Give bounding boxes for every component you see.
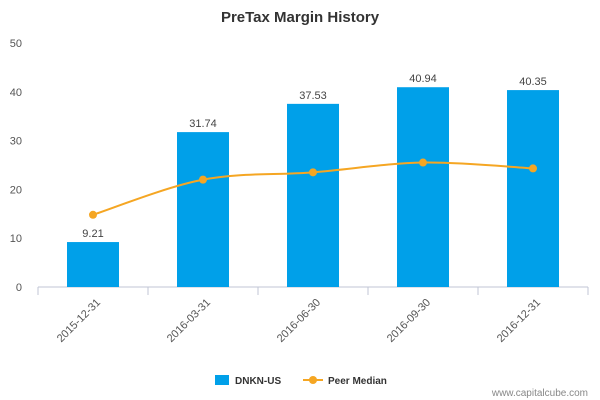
bar-data-label: 40.35	[519, 76, 547, 88]
y-tick-label: 40	[10, 87, 22, 99]
y-tick-label: 30	[10, 136, 22, 148]
line-series	[89, 158, 537, 219]
peer-median-point	[309, 168, 317, 177]
legend-label-peer-median: Peer Median	[328, 376, 387, 387]
legend-label-dnkn: DNKN-US	[235, 376, 281, 387]
legend: DNKN-US Peer Median	[215, 375, 387, 387]
bar-data-label: 40.94	[409, 73, 437, 85]
legend-swatch-dnkn	[215, 375, 229, 385]
x-tick-label: 2016-09-30	[385, 297, 433, 345]
bar-series	[67, 87, 559, 287]
data-labels: 9.21 31.74 37.53 40.94 40.35	[82, 73, 546, 240]
legend-swatch-peer-marker	[309, 376, 317, 384]
bar	[67, 242, 119, 287]
bar	[177, 132, 229, 287]
x-tick-label: 2015-12-31	[55, 297, 103, 345]
bar	[507, 90, 559, 287]
y-axis: 0 10 20 30 40 50	[10, 38, 22, 294]
bar	[397, 87, 449, 287]
chart-title: PreTax Margin History	[221, 9, 380, 26]
peer-median-point	[419, 158, 427, 167]
peer-median-point	[529, 164, 537, 173]
bar-data-label: 37.53	[299, 90, 327, 102]
bar-data-label: 31.74	[189, 118, 217, 130]
y-tick-label: 50	[10, 38, 22, 50]
x-axis: 2015-12-31 2016-03-31 2016-06-30 2016-09-30…	[37, 286, 589, 345]
watermark: www.capitalcube.com	[491, 388, 588, 399]
bar-data-label: 9.21	[82, 228, 103, 240]
y-tick-label: 10	[10, 233, 22, 245]
y-tick-label: 0	[16, 282, 22, 294]
x-tick-label: 2016-12-31	[495, 297, 543, 345]
y-tick-label: 20	[10, 184, 22, 196]
bar	[287, 103, 339, 287]
x-tick-label: 2016-03-31	[165, 297, 213, 345]
x-tick-label: 2016-06-30	[275, 297, 323, 345]
peer-median-point	[199, 175, 207, 184]
peer-median-point	[89, 210, 97, 219]
